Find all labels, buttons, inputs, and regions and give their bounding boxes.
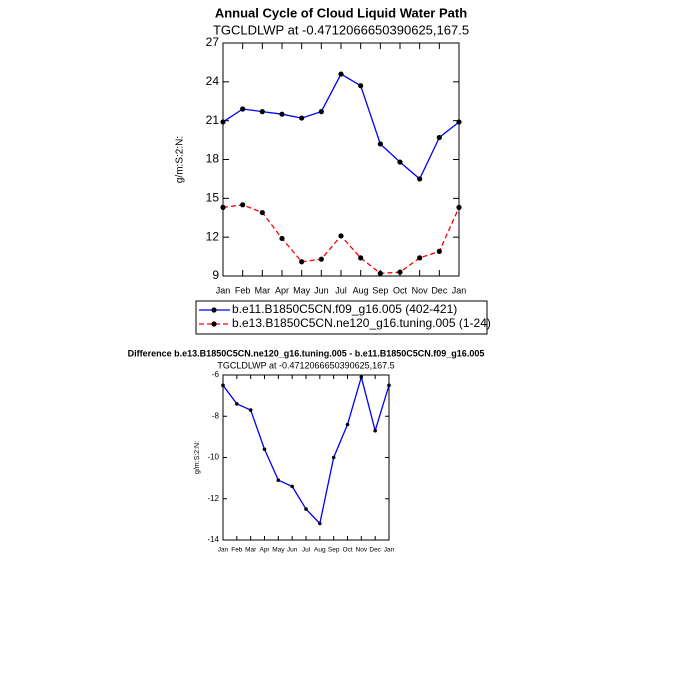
- x-tick-label: Mar: [245, 547, 257, 554]
- data-point: [290, 484, 294, 489]
- data-point: [338, 233, 344, 239]
- data-point: [318, 521, 322, 526]
- x-tick-label: Dec: [431, 285, 448, 295]
- data-point: [345, 422, 350, 427]
- x-tick-label: Jun: [314, 285, 329, 295]
- x-tick-label: Jul: [335, 285, 347, 295]
- data-point: [221, 383, 225, 388]
- y-tick-label: 18: [206, 152, 220, 166]
- y-tick-label: -6: [212, 370, 220, 379]
- data-point: [338, 71, 344, 77]
- x-tick-label: Jan: [452, 285, 467, 295]
- data-point: [299, 259, 305, 265]
- x-tick-label: Mar: [255, 285, 271, 295]
- y-tick-label: 15: [206, 191, 220, 205]
- x-tick-label: Sep: [372, 285, 388, 295]
- data-point: [240, 202, 246, 208]
- x-tick-label: Sep: [328, 547, 340, 554]
- data-point: [417, 176, 423, 182]
- chart-subtitle: TGCLDLWP at -0.4712066650390625,167.5: [217, 360, 394, 370]
- y-axis-label: g/m:S:2:N:: [194, 441, 201, 474]
- x-tick-label: Oct: [342, 547, 352, 554]
- data-point: [377, 270, 383, 277]
- data-point: [240, 106, 246, 112]
- data-point: [279, 235, 285, 242]
- y-tick-label: 12: [206, 229, 220, 243]
- series-line: [222, 374, 390, 525]
- y-tick-label: -10: [207, 453, 219, 462]
- y-tick-label: -14: [207, 535, 219, 544]
- data-point: [417, 255, 423, 261]
- legend-label: b.e11.B1850C5CN.f09_g16.005 (402-421): [232, 302, 457, 316]
- data-point: [373, 428, 377, 433]
- data-point: [259, 109, 265, 115]
- data-point: [377, 141, 383, 147]
- legend-marker: [211, 321, 217, 327]
- legend-marker: [211, 307, 217, 313]
- y-axis-label: g/m:S:2:N:: [175, 136, 186, 183]
- chart-subtitle: TGCLDLWP at -0.4712066650390625,167.5: [213, 22, 469, 37]
- x-tick-label: Jul: [302, 547, 311, 554]
- y-tick-label: 9: [212, 268, 219, 282]
- y-tick-label: 21: [206, 113, 220, 127]
- data-point: [220, 119, 226, 125]
- data-point: [304, 507, 308, 511]
- data-point: [397, 269, 403, 275]
- x-tick-label: Aug: [314, 547, 326, 554]
- series-line: [222, 204, 460, 275]
- data-point: [235, 402, 239, 406]
- x-tick-label: Nov: [412, 285, 429, 295]
- x-tick-label: Jun: [287, 547, 298, 554]
- y-tick-label: 27: [206, 35, 220, 49]
- data-point: [248, 408, 253, 412]
- x-tick-label: Feb: [231, 547, 243, 554]
- plot-frame: [222, 374, 390, 541]
- x-tick-label: Aug: [353, 285, 369, 295]
- data-point: [299, 115, 305, 121]
- x-tick-label: Dec: [369, 547, 381, 554]
- data-point: [259, 209, 265, 216]
- y-tick-label: -8: [212, 411, 220, 420]
- x-tick-label: Jan: [216, 285, 231, 295]
- y-tick-label: -12: [207, 494, 219, 503]
- x-tick-label: May: [293, 285, 311, 295]
- x-tick-label: Jan: [218, 547, 229, 554]
- data-point: [358, 83, 364, 89]
- data-point: [456, 119, 462, 125]
- plot-frame: [222, 42, 460, 277]
- data-point: [279, 111, 285, 117]
- x-tick-label: Oct: [393, 285, 408, 295]
- data-point: [397, 159, 403, 165]
- legend-box: [195, 300, 488, 335]
- data-point: [387, 383, 391, 388]
- chart-title: Difference b.e13.B1850C5CN.ne120_g16.tun…: [128, 348, 485, 358]
- chart-title: Annual Cycle of Cloud Liquid Water Path: [215, 5, 467, 20]
- data-point: [359, 375, 364, 379]
- x-tick-label: Apr: [259, 547, 270, 554]
- y-tick-label: 24: [206, 74, 220, 88]
- data-point: [318, 109, 324, 115]
- legend-label: b.e13.B1850C5CN.ne120_g16.tuning.005 (1-…: [232, 316, 491, 330]
- data-point: [262, 447, 267, 452]
- data-point: [436, 134, 442, 141]
- x-tick-label: Jan: [384, 547, 395, 554]
- data-point: [358, 255, 364, 261]
- x-tick-label: Nov: [356, 547, 368, 554]
- data-point: [220, 204, 226, 210]
- data-point: [436, 248, 442, 255]
- x-tick-label: Feb: [235, 285, 251, 295]
- x-tick-label: Apr: [275, 285, 289, 295]
- data-point: [276, 478, 281, 482]
- data-point: [456, 204, 462, 210]
- data-point: [331, 455, 336, 460]
- series-line: [222, 73, 460, 180]
- data-point: [318, 256, 324, 262]
- x-tick-label: May: [272, 547, 285, 554]
